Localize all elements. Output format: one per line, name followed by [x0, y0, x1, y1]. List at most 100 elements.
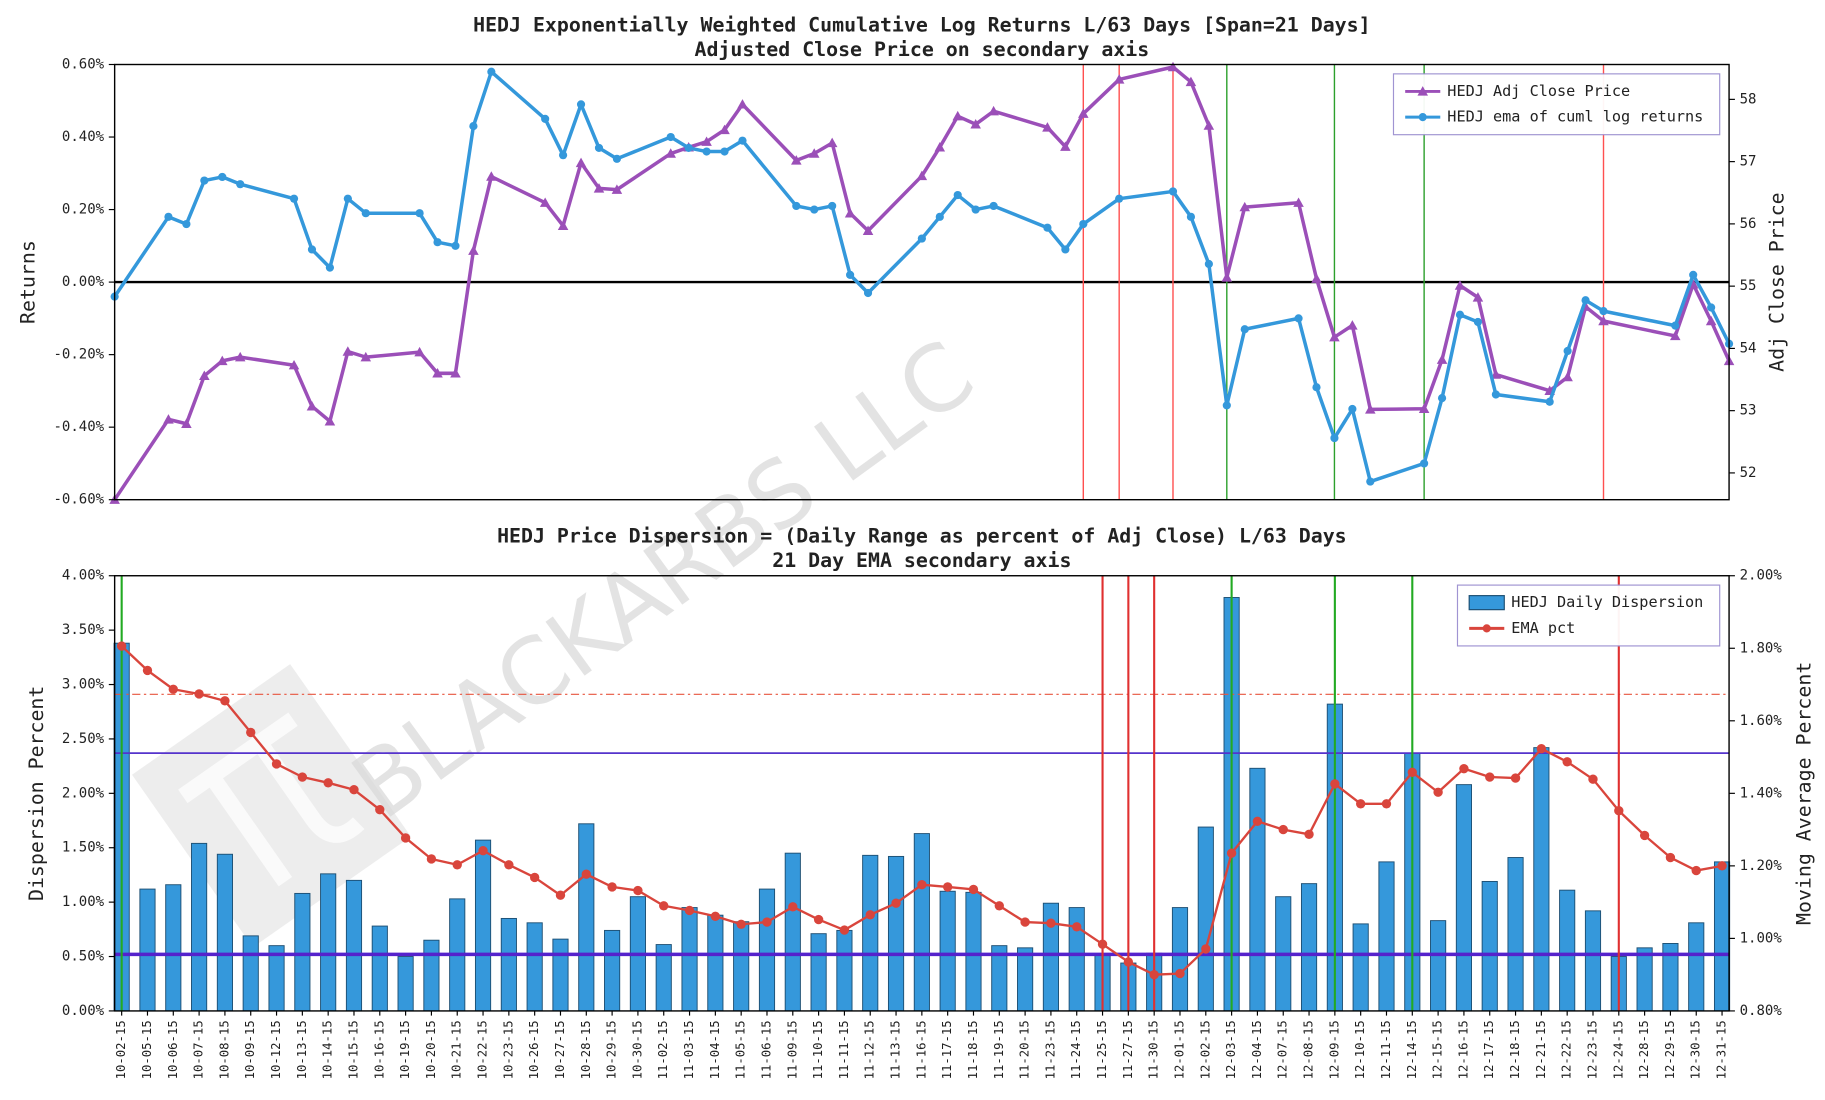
chart-subtitle: Adjusted Close Price on secondary axis: [695, 38, 1150, 61]
bar: [784, 852, 801, 1012]
point-marker: [1061, 245, 1070, 254]
point-marker: [1459, 763, 1469, 774]
point-marker: [701, 136, 712, 146]
point-marker: [942, 882, 953, 892]
bar: [1171, 907, 1189, 1012]
point-marker: [426, 854, 437, 864]
legend-label: HEDJ Adj Close Price: [1447, 82, 1630, 100]
x-tick-label: 12-18-15: [1508, 1020, 1522, 1079]
x-tick-label: 12-23-15: [1585, 1020, 1599, 1079]
point-marker: [810, 205, 819, 214]
x-tick-label: 11-03-15: [682, 1020, 696, 1079]
point-marker: [1355, 799, 1366, 809]
point-marker: [450, 368, 461, 378]
legend-box: [1392, 73, 1721, 136]
x-tick-label: 11-02-15: [656, 1020, 670, 1079]
bar: [1636, 947, 1653, 1012]
point-marker: [1717, 861, 1727, 871]
x-tick-label: 10-27-15: [553, 1020, 567, 1079]
point-marker: [1115, 194, 1124, 203]
point-marker: [541, 114, 550, 123]
chart-title: HEDJ Price Dispersion = (Daily Range as …: [497, 525, 1347, 548]
tick-label: 52: [1740, 465, 1757, 481]
x-tick-label: 10-07-15: [192, 1020, 206, 1079]
point-marker: [361, 209, 370, 218]
point-marker: [792, 201, 801, 211]
point-marker: [486, 171, 497, 181]
bar: [1455, 784, 1472, 1012]
x-tick-label: 10-05-15: [140, 1020, 154, 1079]
point-marker: [1485, 772, 1495, 782]
point-marker: [246, 727, 256, 738]
point-marker: [607, 882, 617, 892]
point-marker: [736, 919, 746, 929]
point-marker: [1330, 433, 1339, 443]
point-marker: [194, 689, 204, 699]
x-tick-label: 10-06-15: [166, 1020, 180, 1079]
x-tick-label: 10-20-15: [424, 1020, 438, 1079]
bar: [216, 853, 233, 1012]
point-marker: [163, 414, 174, 424]
point-marker: [1365, 404, 1376, 414]
point-marker: [1304, 829, 1314, 839]
point-marker: [116, 641, 127, 651]
legend-marker: [1418, 113, 1427, 122]
bar: [397, 956, 414, 1012]
point-marker: [168, 684, 178, 694]
x-tick-label: 12-11-15: [1379, 1020, 1393, 1079]
point-marker: [559, 151, 568, 160]
point-marker: [1588, 774, 1598, 784]
point-marker: [1433, 787, 1443, 797]
x-tick-label: 10-15-15: [346, 1020, 360, 1079]
bar: [1481, 880, 1498, 1012]
tick-label: 0.20%: [62, 202, 105, 218]
x-tick-label: 11-05-15: [734, 1020, 748, 1079]
point-marker: [324, 415, 336, 426]
y2-axis-label: Adj Close Price: [1766, 192, 1789, 371]
point-marker: [1221, 272, 1233, 282]
point-marker: [659, 901, 669, 911]
point-marker: [1226, 848, 1237, 858]
point-marker: [142, 665, 153, 676]
point-marker: [289, 194, 299, 203]
point-marker: [611, 184, 623, 194]
point-marker: [200, 176, 209, 185]
point-marker: [1490, 369, 1502, 379]
point-marker: [916, 170, 928, 181]
point-marker: [1598, 315, 1609, 326]
point-marker: [762, 917, 772, 927]
x-tick-label: 10-16-15: [372, 1020, 386, 1079]
tick-label: 1.00%: [1740, 930, 1783, 946]
x-tick-label: 12-07-15: [1276, 1020, 1290, 1079]
point-marker: [593, 183, 605, 193]
point-marker: [452, 860, 462, 870]
bar: [1713, 861, 1731, 1012]
point-marker: [970, 119, 981, 129]
point-marker: [1581, 296, 1590, 305]
tick-label: 1.50%: [62, 840, 105, 856]
point-marker: [451, 241, 460, 250]
x-tick-label: 11-17-15: [940, 1020, 954, 1079]
bar: [191, 842, 208, 1012]
tick-label: 1.60%: [1740, 713, 1783, 729]
x-tick-label: 10-28-15: [579, 1020, 593, 1079]
tick-label: 53: [1740, 403, 1757, 419]
point-marker: [1312, 383, 1321, 392]
point-marker: [1562, 757, 1572, 767]
x-tick-label: 11-06-15: [759, 1020, 773, 1079]
tick-label: 0.40%: [62, 129, 105, 145]
point-marker: [478, 845, 488, 856]
point-marker: [217, 355, 228, 366]
point-marker: [1240, 325, 1249, 334]
point-marker: [1252, 816, 1263, 826]
point-marker: [1381, 799, 1392, 809]
point-marker: [375, 804, 385, 815]
x-tick-label: 12-31-15: [1715, 1020, 1729, 1079]
x-tick-label: 12-02-15: [1198, 1020, 1212, 1079]
point-marker: [218, 172, 227, 182]
watermark: BLACKARBS LLC: [333, 320, 993, 840]
tick-label: 3.50%: [62, 622, 105, 638]
point-marker: [1689, 270, 1698, 279]
bar: [887, 855, 905, 1012]
point-marker: [891, 898, 901, 908]
